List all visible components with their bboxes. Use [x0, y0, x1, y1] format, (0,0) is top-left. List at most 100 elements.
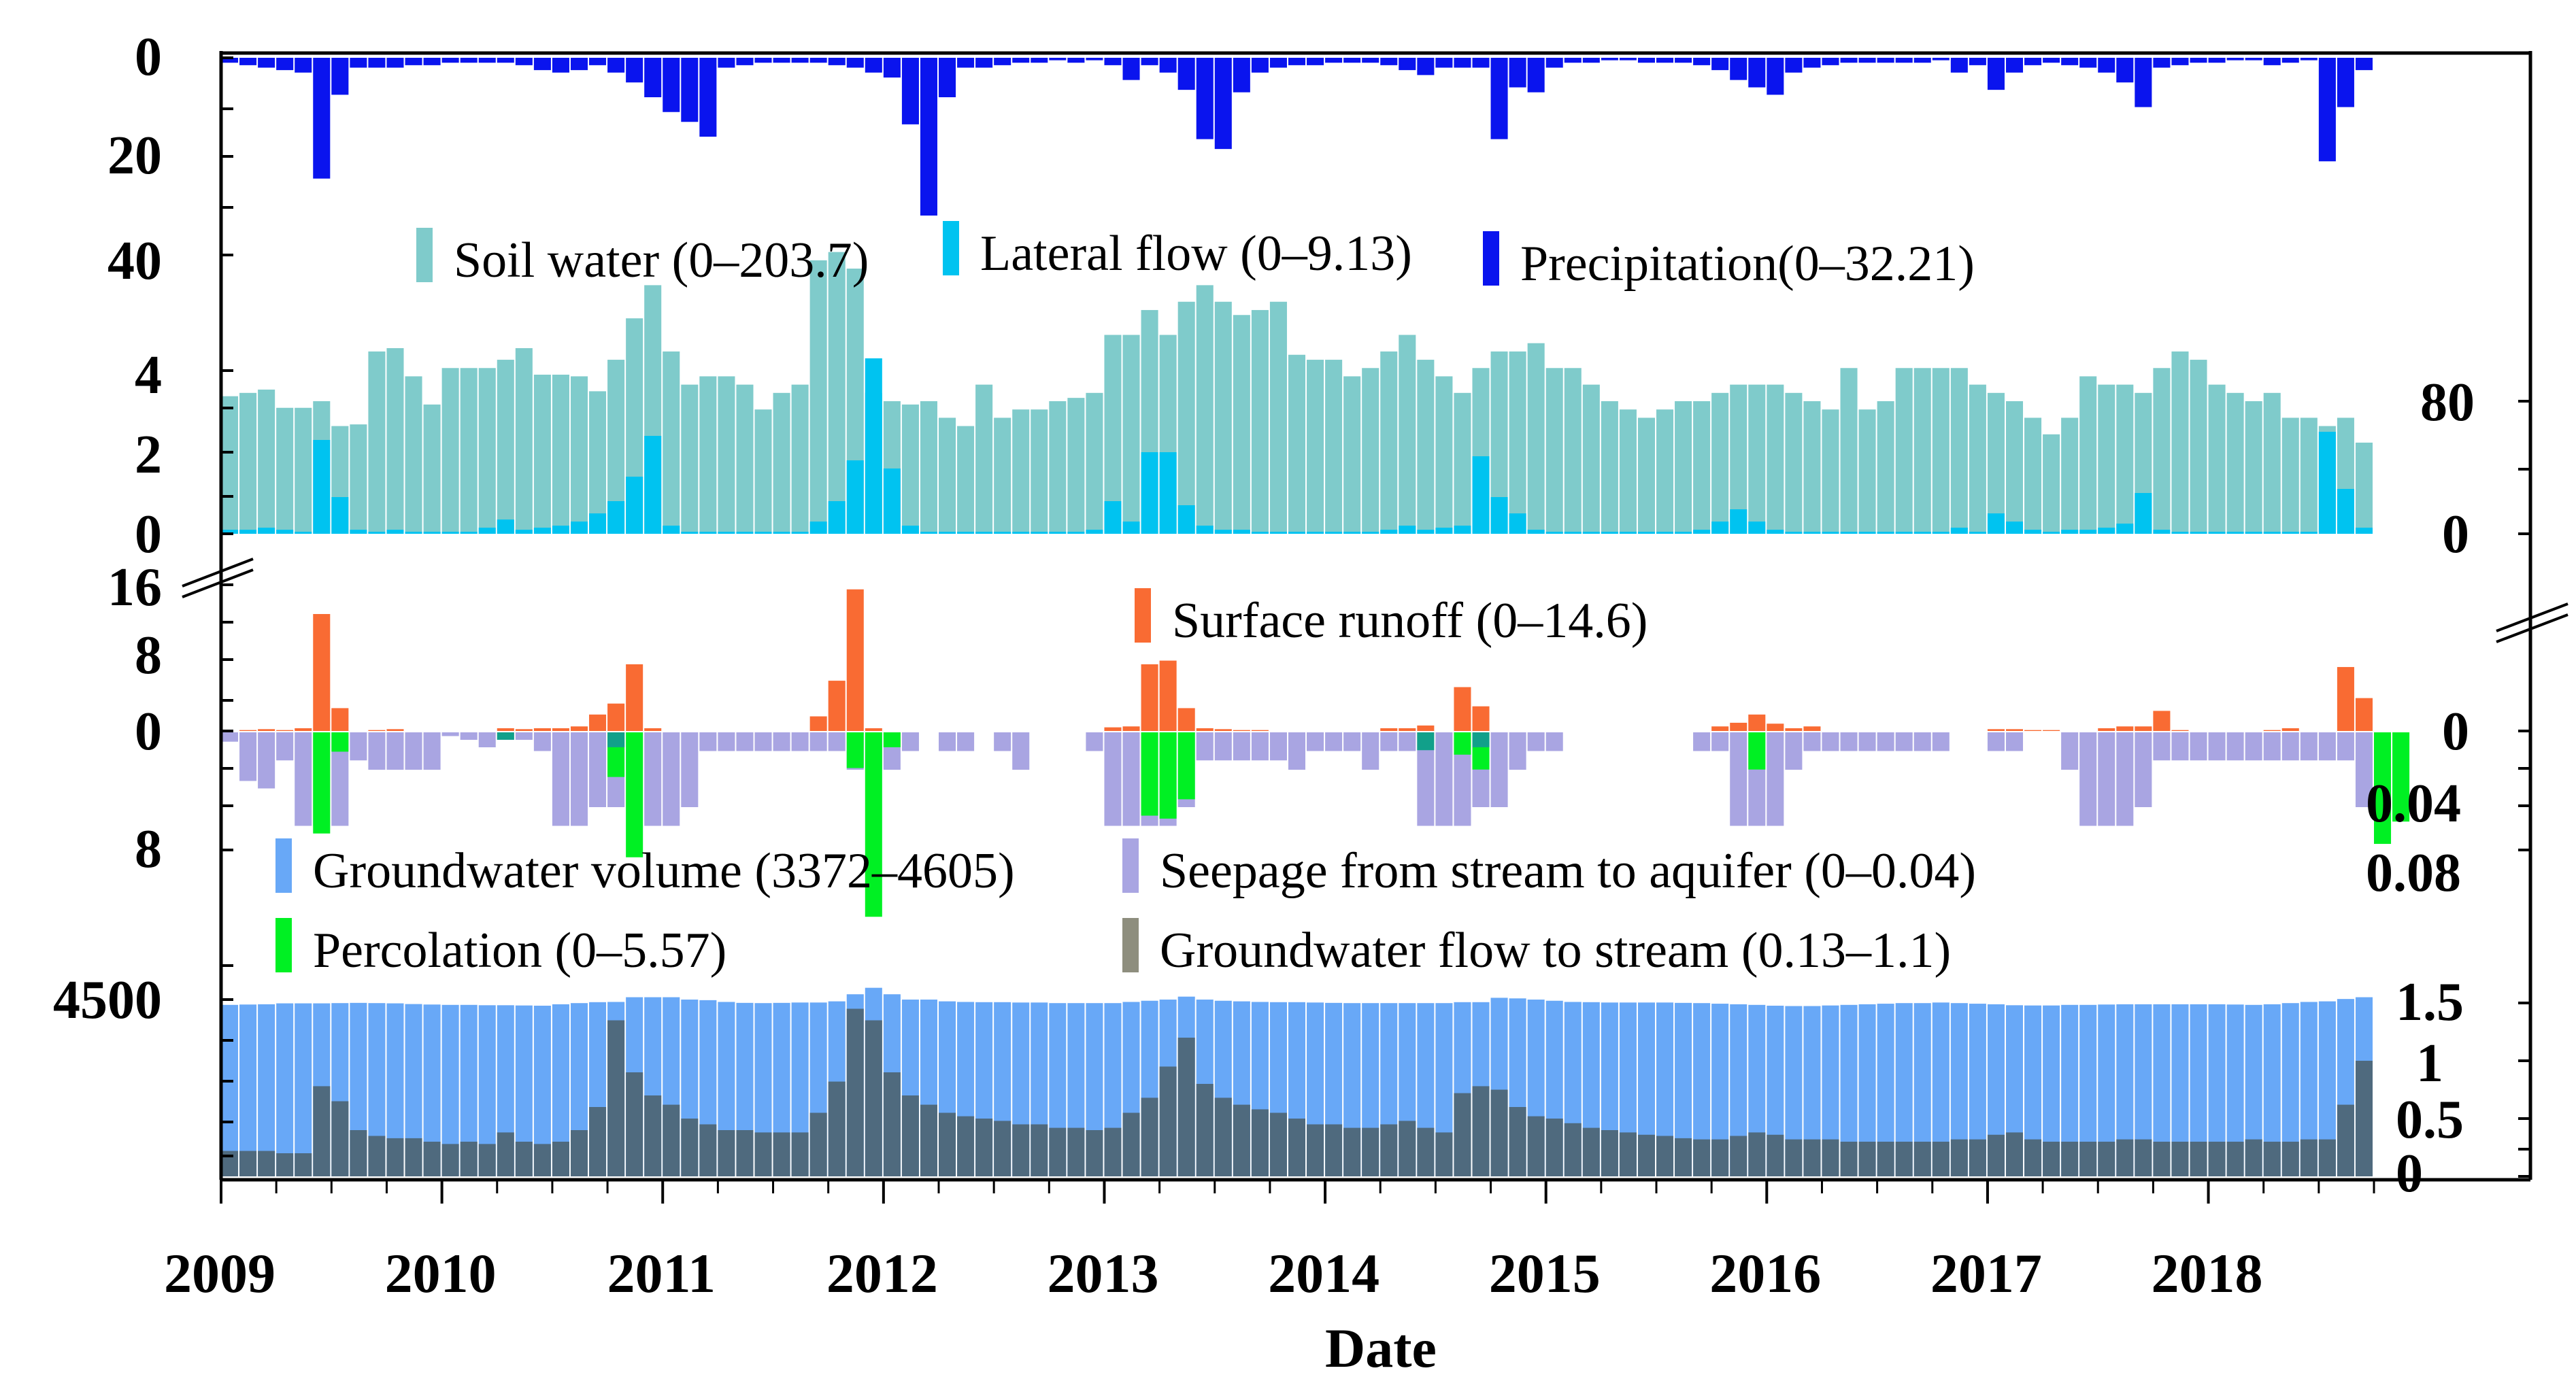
- gw-flow-bar: [1012, 1124, 1030, 1176]
- soil-water-bar: [1969, 384, 1986, 534]
- gw-flow-bar: [1987, 1134, 2005, 1176]
- gw-flow-bar: [1049, 1127, 1067, 1176]
- seepage-bar: [515, 732, 533, 740]
- precip-bar: [865, 58, 882, 73]
- soil-water-bar: [1822, 409, 1839, 534]
- percolation-bar: [2374, 732, 2392, 845]
- precip-bar: [2171, 58, 2189, 65]
- precip-bar: [1012, 58, 1030, 63]
- soil-water-bar: [1067, 398, 1085, 534]
- soil-water-bar: [1840, 368, 1858, 534]
- lateral-flow-bar: [1730, 509, 1747, 534]
- soil-water-bar: [1637, 418, 1655, 534]
- lateral-flow-bar: [295, 532, 312, 534]
- precip-bar: [368, 58, 386, 68]
- lateral-flow-bar: [718, 532, 735, 534]
- soil-water-bar: [1545, 368, 1563, 534]
- gw-flow-bar: [2116, 1139, 2134, 1176]
- soil-water-bar: [791, 384, 809, 534]
- seepage-bar: [1251, 732, 1269, 761]
- lateral-flow-bar: [736, 532, 754, 534]
- seepage-bar: [718, 732, 735, 751]
- gw-flow-bar: [846, 1008, 864, 1176]
- soil-water-bar: [1950, 368, 1968, 534]
- gw-flow-teal-bar: [1472, 732, 1490, 747]
- gw-flow-bar: [994, 1121, 1011, 1176]
- precip-bar: [1067, 58, 1085, 63]
- surface-runoff-bar: [276, 730, 294, 731]
- seepage-bar: [1803, 732, 1821, 751]
- surface-runoff-bar: [1141, 664, 1158, 731]
- surface-runoff-bar: [386, 729, 404, 731]
- lateral-flow-bar: [1362, 532, 1379, 534]
- gw-volume-bar: [276, 1003, 294, 1176]
- soil-water-bar: [718, 376, 735, 534]
- soil-water-bar: [1730, 384, 1747, 534]
- x-tick-label: 2015: [1489, 1242, 1601, 1304]
- surface-runoff-bar: [533, 728, 551, 731]
- gw-flow-bar: [2098, 1142, 2115, 1176]
- gw-flow-bar: [1527, 1116, 1545, 1176]
- lateral-flow-bar: [1545, 532, 1563, 534]
- seepage-bar: [1730, 732, 1747, 826]
- lateral-flow-bar: [515, 530, 533, 534]
- surface-runoff-bar: [589, 714, 607, 731]
- surface-runoff-bar: [626, 664, 643, 731]
- seepage-bar: [589, 732, 607, 807]
- percolation-bar: [331, 732, 349, 752]
- lateral-flow-bar: [1693, 530, 1711, 534]
- precip-bar: [2079, 58, 2097, 68]
- seepage-bar: [460, 732, 478, 740]
- surface-runoff-bar: [239, 730, 257, 731]
- lateral-flow-bar: [258, 528, 275, 534]
- precip-bar: [1601, 58, 1618, 61]
- legend-seepage-swatch: [1122, 838, 1139, 893]
- percolation-bar: [1141, 732, 1158, 816]
- soil-water-bar: [350, 424, 367, 534]
- gw-flow-bar: [2355, 1061, 2373, 1176]
- precip-bar: [258, 58, 275, 68]
- seepage-bar: [1822, 732, 1839, 751]
- gw-flow-bar: [791, 1132, 809, 1176]
- x-axis-title: Date: [1325, 1317, 1437, 1379]
- precip-bar: [1858, 58, 1876, 63]
- surface-runoff-bar: [313, 614, 331, 731]
- soil-water-bar: [1325, 360, 1343, 534]
- right-tick-label: 0: [2442, 505, 2469, 564]
- lateral-flow-bar: [1711, 522, 1729, 534]
- lateral-flow-bar: [699, 532, 717, 534]
- lateral-flow-bar: [1748, 522, 1766, 534]
- soil-water-bar: [2098, 384, 2115, 534]
- gw-flow-bar: [2171, 1142, 2189, 1176]
- precip-bar: [460, 58, 478, 63]
- seepage-bar: [2318, 732, 2336, 761]
- surface-runoff-bar: [368, 730, 386, 731]
- gw-flow-bar: [2190, 1142, 2207, 1176]
- gw-flow-bar: [773, 1132, 790, 1176]
- soil-water-bar: [1233, 315, 1250, 534]
- gw-flow-bar: [2153, 1142, 2171, 1176]
- legend-percolation-label: Percolation (0–5.57): [313, 923, 726, 978]
- precip-bar: [2153, 58, 2171, 68]
- seepage-bar: [1858, 732, 1876, 751]
- gw-flow-bar: [1545, 1119, 1563, 1176]
- precip-bar: [828, 58, 846, 65]
- lateral-flow-bar: [1767, 530, 1784, 534]
- lateral-flow-bar: [1858, 532, 1876, 534]
- precip-bar: [1269, 58, 1287, 68]
- precip-bar: [1343, 58, 1361, 63]
- x-tick-label: 2016: [1709, 1242, 1821, 1304]
- right-tick-label: 80: [2420, 373, 2475, 432]
- gw-flow-bar: [1196, 1084, 1214, 1176]
- precip-bar: [239, 58, 257, 65]
- soil-water-bar: [1454, 392, 1471, 534]
- lateral-flow-bar: [533, 528, 551, 534]
- seepage-bar: [350, 732, 367, 761]
- precip-bar: [754, 58, 772, 63]
- precip-bar: [1159, 58, 1177, 73]
- precip-bar: [1730, 58, 1747, 80]
- precip-bar: [552, 58, 569, 73]
- lateral-flow-bar: [1803, 532, 1821, 534]
- surface-runoff-bar: [1196, 728, 1214, 731]
- precip-bar: [920, 58, 937, 216]
